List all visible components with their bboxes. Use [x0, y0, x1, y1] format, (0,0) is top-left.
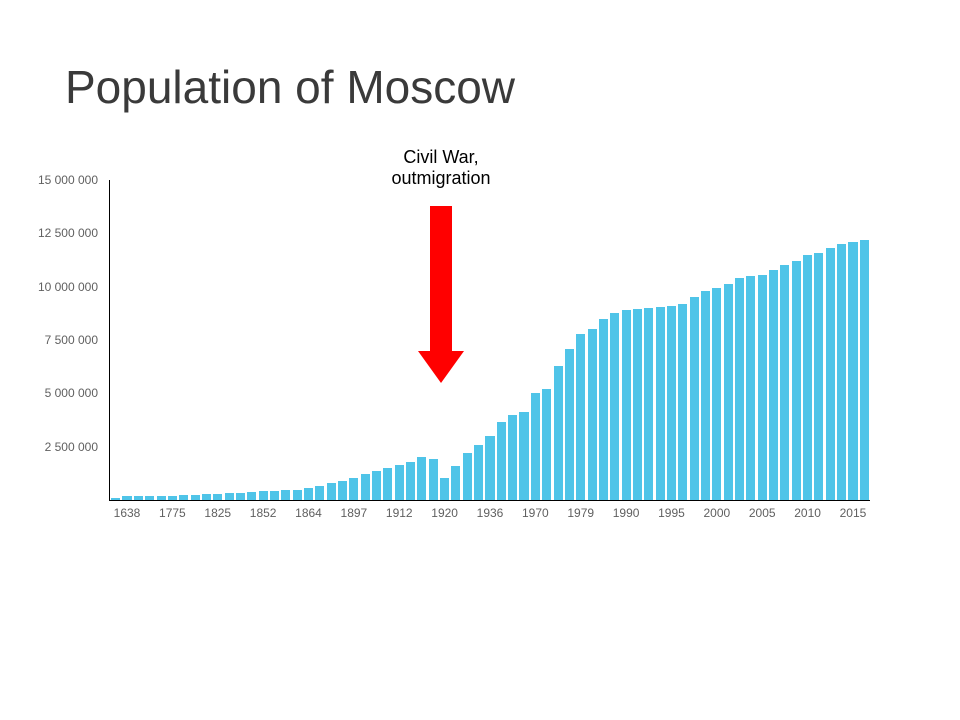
- bar: [735, 278, 744, 500]
- bar: [395, 465, 404, 500]
- x-tick-label: 1775: [159, 506, 186, 520]
- bar: [327, 483, 336, 500]
- x-tick-label: 2000: [704, 506, 731, 520]
- x-tick-label: 1864: [295, 506, 322, 520]
- bar: [610, 313, 619, 500]
- bar: [519, 412, 528, 500]
- bar: [588, 329, 597, 500]
- bar: [644, 308, 653, 500]
- bar: [576, 334, 585, 500]
- bar: [293, 490, 302, 500]
- x-tick-label: 1995: [658, 506, 685, 520]
- bar: [746, 276, 755, 500]
- y-tick-label: 10 000 000: [0, 280, 98, 294]
- x-tick-label: 1979: [567, 506, 594, 520]
- bar: [372, 471, 381, 500]
- bar: [826, 248, 835, 500]
- bar: [247, 492, 256, 500]
- bar: [383, 468, 392, 500]
- bar: [678, 304, 687, 500]
- x-tick-label: 1936: [477, 506, 504, 520]
- bar: [690, 297, 699, 500]
- bar: [724, 284, 733, 500]
- bar: [485, 436, 494, 500]
- x-tick-label: 2015: [840, 506, 867, 520]
- plot-area: [110, 180, 870, 500]
- bar: [758, 275, 767, 500]
- bar: [531, 393, 540, 500]
- bar: [157, 496, 166, 500]
- bar: [508, 415, 517, 500]
- bar: [599, 319, 608, 500]
- y-axis-line: [109, 180, 110, 501]
- y-tick-label: 2 500 000: [0, 440, 98, 454]
- y-tick-label: 15 000 000: [0, 173, 98, 187]
- bar: [792, 261, 801, 500]
- bar: [542, 389, 551, 500]
- bar: [225, 493, 234, 500]
- bar: [837, 244, 846, 500]
- bar: [633, 309, 642, 500]
- bar: [270, 491, 279, 500]
- bar: [122, 496, 131, 500]
- bar: [361, 474, 370, 500]
- bar: [554, 366, 563, 500]
- bar: [667, 306, 676, 500]
- bar: [814, 253, 823, 500]
- bar: [406, 462, 415, 500]
- x-tick-label: 1897: [341, 506, 368, 520]
- bar: [417, 457, 426, 500]
- bar: [304, 488, 313, 500]
- y-tick-label: 5 000 000: [0, 386, 98, 400]
- x-tick-label: 1912: [386, 506, 413, 520]
- x-tick-label: 2010: [794, 506, 821, 520]
- bar: [168, 496, 177, 500]
- x-tick-label: 1920: [431, 506, 458, 520]
- bar: [259, 491, 268, 500]
- y-tick-label: 7 500 000: [0, 333, 98, 347]
- bar: [565, 349, 574, 500]
- bar: [497, 422, 506, 500]
- population-bar-chart: 2 500 000 5 000 000 7 500 000 10 000 000 12 …: [0, 0, 960, 720]
- bar: [134, 496, 143, 500]
- bar: [202, 494, 211, 500]
- bar: [236, 493, 245, 500]
- bar: [712, 288, 721, 500]
- bar: [338, 481, 347, 500]
- bar: [848, 242, 857, 500]
- bar: [145, 496, 154, 500]
- bar: [701, 291, 710, 500]
- bar: [769, 270, 778, 500]
- x-tick-label: 1990: [613, 506, 640, 520]
- bar: [860, 240, 869, 500]
- bar: [463, 453, 472, 500]
- bar: [451, 466, 460, 500]
- y-tick-label: 12 500 000: [0, 226, 98, 240]
- bar: [656, 307, 665, 500]
- x-tick-label: 1638: [114, 506, 141, 520]
- bar: [622, 310, 631, 500]
- bar: [429, 459, 438, 500]
- bar: [179, 495, 188, 500]
- x-axis-line: [110, 500, 870, 501]
- bar: [281, 490, 290, 500]
- bar: [349, 478, 358, 500]
- x-tick-label: 1825: [204, 506, 231, 520]
- slide: Population of Moscow Civil War, outmigra…: [0, 0, 960, 720]
- bar: [315, 486, 324, 500]
- bar: [440, 478, 449, 500]
- bar: [213, 494, 222, 500]
- bar: [474, 445, 483, 500]
- x-tick-label: 1852: [250, 506, 277, 520]
- bar: [111, 498, 120, 500]
- bar: [803, 255, 812, 500]
- bar: [780, 265, 789, 500]
- x-tick-label: 2005: [749, 506, 776, 520]
- bar: [191, 495, 200, 500]
- x-tick-label: 1970: [522, 506, 549, 520]
